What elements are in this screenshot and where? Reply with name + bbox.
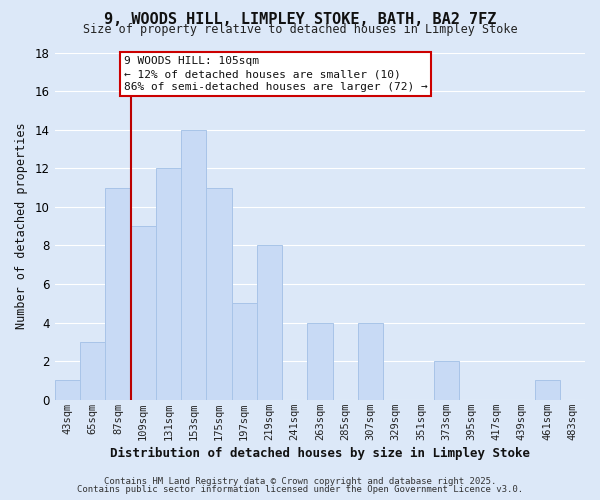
Bar [206,188,232,400]
Bar [156,168,181,400]
Text: Contains public sector information licensed under the Open Government Licence v3: Contains public sector information licen… [77,485,523,494]
Text: 9 WOODS HILL: 105sqm
← 12% of detached houses are smaller (10)
86% of semi-detac: 9 WOODS HILL: 105sqm ← 12% of detached h… [124,56,427,92]
Bar [181,130,206,400]
Bar [80,342,106,400]
Bar [307,322,332,400]
Y-axis label: Number of detached properties: Number of detached properties [15,123,28,330]
Text: Size of property relative to detached houses in Limpley Stoke: Size of property relative to detached ho… [83,22,517,36]
Bar [358,322,383,400]
Bar [535,380,560,400]
Text: Contains HM Land Registry data © Crown copyright and database right 2025.: Contains HM Land Registry data © Crown c… [104,477,496,486]
Bar [106,188,131,400]
Bar [257,246,282,400]
X-axis label: Distribution of detached houses by size in Limpley Stoke: Distribution of detached houses by size … [110,447,530,460]
Bar [232,304,257,400]
Bar [434,361,459,400]
Bar [131,226,156,400]
Text: 9, WOODS HILL, LIMPLEY STOKE, BATH, BA2 7FZ: 9, WOODS HILL, LIMPLEY STOKE, BATH, BA2 … [104,12,496,28]
Bar [55,380,80,400]
